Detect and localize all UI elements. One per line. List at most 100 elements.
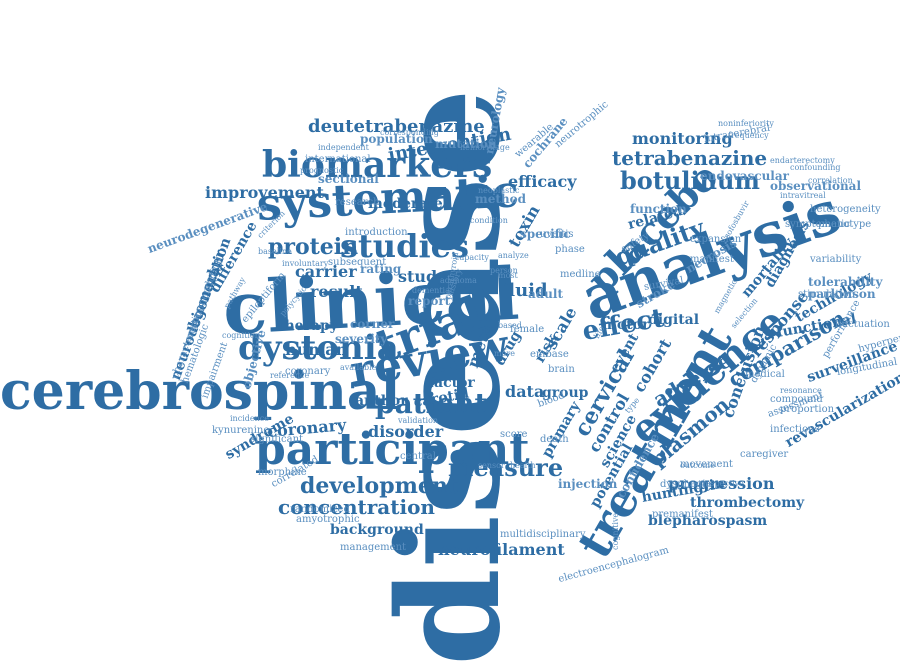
word-166: reference xyxy=(270,371,310,380)
word-54: author xyxy=(355,393,408,409)
word-123: compound xyxy=(770,394,823,405)
word-107: specific xyxy=(520,227,571,241)
word-45: blepharospasm xyxy=(648,513,768,529)
word-38: data xyxy=(505,382,545,401)
word-10: dystonia xyxy=(238,328,399,368)
word-14: patient xyxy=(375,387,488,420)
word-86: endovascular xyxy=(700,169,789,183)
word-145: variability xyxy=(810,254,862,265)
word-75: group xyxy=(542,385,589,401)
word-129: management xyxy=(340,542,407,553)
word-16: measure xyxy=(448,453,564,482)
word-180: health xyxy=(510,461,536,470)
word-95: report xyxy=(408,294,451,308)
word-31: fluid xyxy=(502,280,548,301)
word-40: efficacy xyxy=(508,172,577,191)
word-15: botulinum xyxy=(620,166,760,195)
word-168: validation xyxy=(398,416,439,425)
word-194: analyze xyxy=(498,251,529,260)
word-35: carrier xyxy=(295,262,357,281)
word-24: concentration xyxy=(278,495,435,519)
word-88: function xyxy=(630,202,687,216)
word-76: digital xyxy=(648,312,700,328)
word-172: female xyxy=(510,324,545,335)
word-106: method xyxy=(475,192,526,206)
word-74: injection xyxy=(558,477,618,491)
word-125: movement xyxy=(680,459,733,470)
word-105: mutation xyxy=(435,137,497,151)
word-185: resonance xyxy=(780,386,822,395)
word-82: tolerability xyxy=(808,275,883,289)
word-13: studies xyxy=(340,227,469,265)
word-153: intravitreal xyxy=(780,191,826,200)
word-61: therapy xyxy=(278,318,338,334)
word-170: adenoma xyxy=(440,276,477,285)
word-98: severity xyxy=(335,332,388,346)
word-128: multidisciplinary xyxy=(500,529,586,540)
word-126: dysphagia xyxy=(660,479,712,490)
word-149: frequency xyxy=(728,131,769,140)
word-122: proportion xyxy=(780,404,835,415)
word-112: symptomatic xyxy=(785,219,850,230)
word-178: death xyxy=(540,434,569,445)
word-154: confounding xyxy=(790,163,841,172)
word-160: prognostic xyxy=(300,166,344,175)
word-43: background xyxy=(330,522,424,538)
word-103: population xyxy=(360,132,433,146)
word-7: biomarkers xyxy=(262,144,493,186)
word-198: most xyxy=(498,271,518,280)
word-109: phase xyxy=(555,244,585,255)
word-114: phenotype xyxy=(818,219,872,230)
word-196: based xyxy=(498,321,522,330)
word-96: rating xyxy=(360,262,402,276)
word-100: coronary xyxy=(285,366,331,377)
word-37: study xyxy=(398,267,447,286)
word-134: significant xyxy=(250,434,304,445)
word-3: cerebrospinal xyxy=(0,361,401,422)
word-182: central xyxy=(400,451,436,462)
word-152: endarterectomy xyxy=(770,156,835,165)
word-108: uveitis xyxy=(540,229,574,240)
word-19: development xyxy=(300,473,459,499)
word-20: protein xyxy=(268,234,359,260)
word-41: monitoring xyxy=(632,129,733,148)
word-173: embase xyxy=(530,349,569,360)
word-124: caregiver xyxy=(740,449,789,460)
word-135: kynurenine xyxy=(212,425,270,436)
word-164: baseline xyxy=(258,247,292,256)
word-4: participant xyxy=(255,424,530,475)
word-167: available xyxy=(340,363,377,372)
word-101: sectional xyxy=(318,172,379,186)
word-121: infectious xyxy=(770,424,820,435)
word-189: hemorrhage xyxy=(460,143,510,152)
word-197: more xyxy=(494,349,515,358)
word-190: neoplastic xyxy=(478,186,520,195)
word-115: stimulation xyxy=(798,289,856,300)
word-163: involuntary xyxy=(282,259,329,268)
word-34: disorder xyxy=(368,422,444,441)
word-187: outcome xyxy=(680,461,715,470)
word-184: medical xyxy=(745,369,785,380)
word-102: research xyxy=(335,197,380,208)
word-21: tetrabenazine xyxy=(612,146,768,170)
word-188: retrospective xyxy=(690,479,744,488)
word-130: amyotrophic xyxy=(296,514,360,525)
word-136: incidence xyxy=(230,414,269,423)
word-116: fluctuation xyxy=(835,319,890,330)
word-181: sensor xyxy=(478,461,505,470)
word-29: progression xyxy=(668,474,775,493)
word-22: deutetrabenazine xyxy=(308,116,485,137)
word-32: result xyxy=(310,282,363,301)
word-162: subsequent xyxy=(328,257,387,268)
word-77: motor xyxy=(602,317,650,333)
word-174: brain xyxy=(548,364,575,375)
word-161: introduction xyxy=(345,227,408,238)
word-150: noninferiority xyxy=(718,119,774,128)
word-142: cognition xyxy=(222,331,260,340)
word-131: randomized xyxy=(290,504,350,515)
word-42: improvement xyxy=(205,183,324,202)
word-97: corner xyxy=(350,317,395,331)
word-111: medline xyxy=(560,269,601,280)
word-46: thrombectomy xyxy=(690,495,805,511)
